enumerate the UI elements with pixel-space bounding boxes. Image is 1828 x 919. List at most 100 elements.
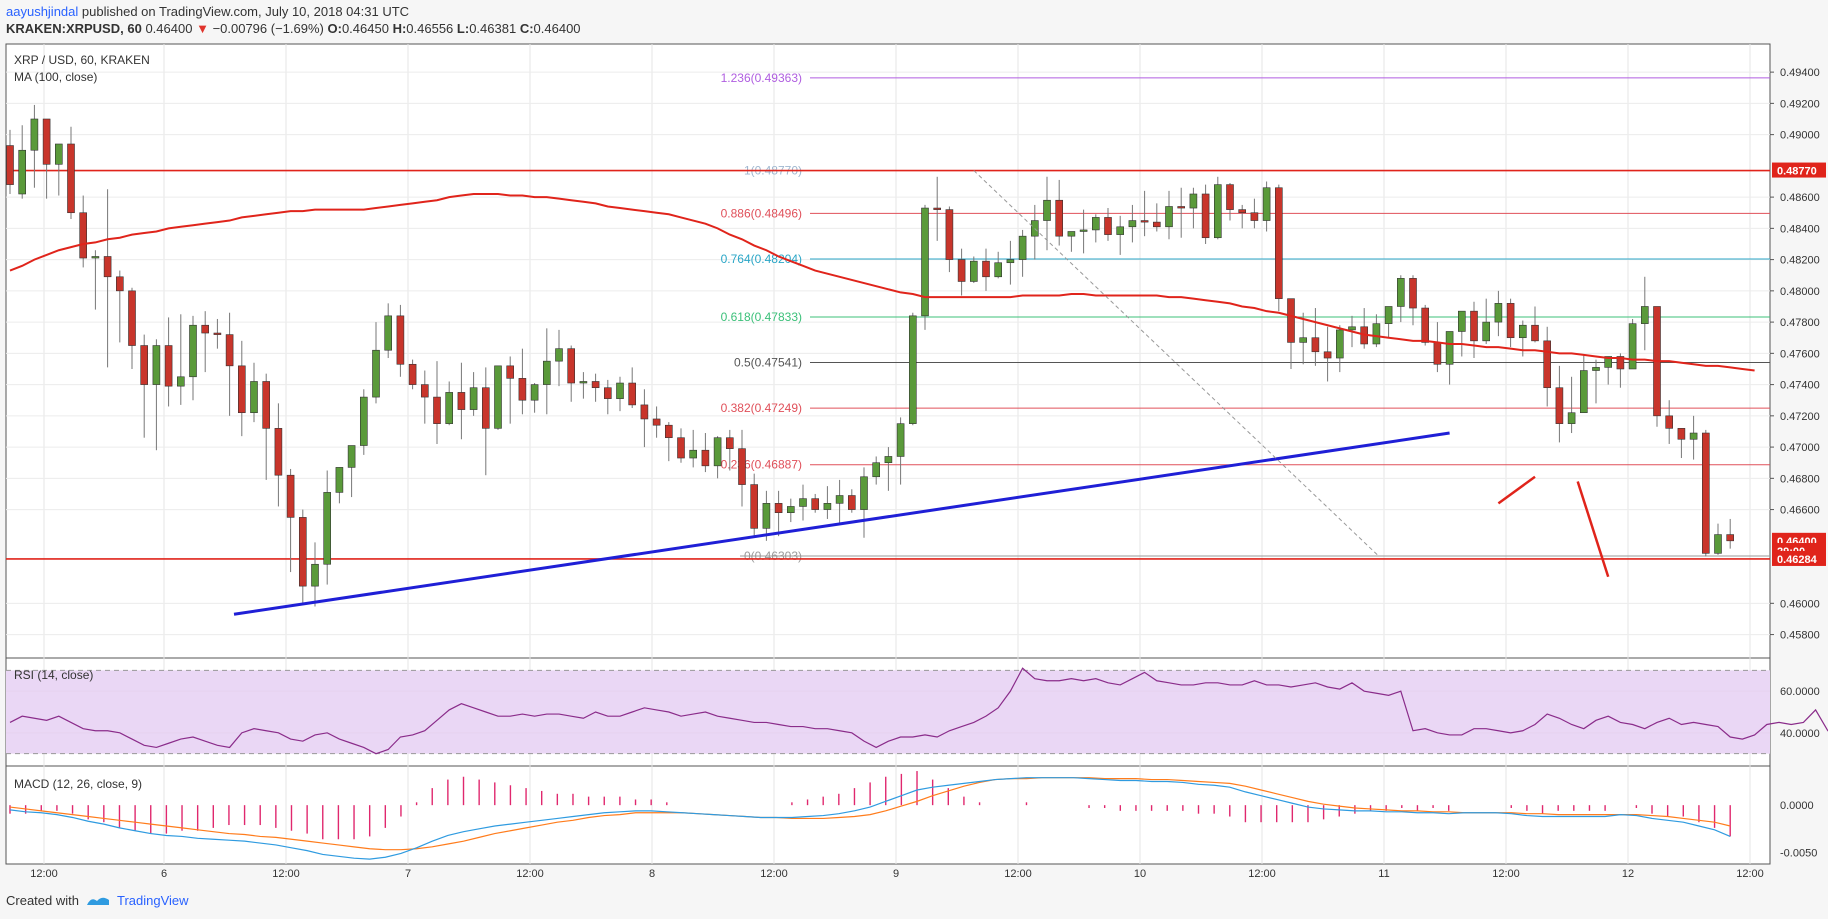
- publish-text: published on TradingView.com, July 10, 2…: [81, 4, 410, 19]
- candle-up: [1018, 235, 1027, 260]
- macd-line: [9, 777, 1731, 860]
- candle-up: [1519, 324, 1527, 339]
- chart-title: XRP / USD, 60, KRAKEN: [14, 53, 150, 67]
- candle-up: [616, 382, 624, 399]
- candle-up: [1006, 259, 1015, 264]
- tradingview-link[interactable]: TradingView: [116, 893, 189, 908]
- y-tick-label: 0.47800: [1780, 317, 1820, 329]
- rsi-pane: 60.0000 40.0000: [6, 667, 1828, 755]
- candle-down: [1543, 340, 1551, 389]
- candle-up: [1092, 217, 1100, 231]
- candle-up: [1067, 231, 1076, 237]
- candle-up: [1189, 193, 1198, 209]
- candle-up: [579, 381, 588, 384]
- candle-up: [1397, 278, 1405, 307]
- candle-down: [774, 503, 783, 514]
- candle-up: [469, 387, 478, 410]
- candle-up: [177, 376, 185, 387]
- candle-up: [872, 462, 881, 478]
- candle-up: [311, 563, 319, 587]
- candle-up: [555, 348, 563, 362]
- x-tick-label: 12:00: [516, 868, 544, 880]
- candle-down: [286, 474, 295, 518]
- candle-down: [750, 484, 759, 529]
- x-tick-label: 10: [1134, 868, 1146, 880]
- candle-down: [847, 495, 856, 510]
- last-price: 0.46400: [145, 21, 193, 36]
- candle-up: [323, 492, 332, 565]
- down-arrow-icon: ▼: [196, 21, 209, 36]
- macd-tick-label: -0.0050: [1780, 848, 1817, 860]
- x-tick-label: 12:00: [1492, 868, 1520, 880]
- publisher-link[interactable]: aayushjindal: [6, 4, 79, 19]
- candle-down: [1238, 209, 1246, 214]
- macd-legend: MACD (12, 26, close, 9): [14, 777, 142, 791]
- x-tick-label: 11: [1378, 868, 1389, 880]
- candle-down: [1055, 199, 1063, 237]
- candle-down: [262, 381, 271, 429]
- candle-up: [1336, 329, 1344, 359]
- candle-down: [957, 259, 966, 282]
- candle-up: [713, 437, 722, 467]
- candle-up: [762, 503, 771, 529]
- price-tag: [1772, 550, 1826, 566]
- candle-up: [1214, 184, 1222, 239]
- candle-down: [591, 381, 600, 389]
- fib-level-label: 0.236(0.46887): [721, 458, 802, 472]
- candle-down: [1555, 387, 1564, 424]
- candle-down: [738, 448, 746, 485]
- fib-dashed-trendline: [973, 170, 1379, 557]
- candle-down: [603, 387, 612, 399]
- candle-down: [128, 290, 136, 346]
- candle-down: [457, 392, 466, 410]
- candle-up: [1689, 432, 1698, 440]
- candle-up: [1384, 306, 1393, 324]
- candle-up: [1628, 323, 1637, 370]
- x-tick-label: 8: [649, 868, 655, 880]
- candle-down: [1726, 534, 1734, 542]
- x-tick-label: 12:00: [1004, 868, 1032, 880]
- y-tick-label: 0.49200: [1780, 98, 1820, 110]
- candle-up: [823, 503, 832, 510]
- projection-line: [1576, 481, 1610, 578]
- candle-down: [1677, 428, 1686, 440]
- candle-up: [1372, 323, 1381, 345]
- y-tick-label: 0.47200: [1780, 411, 1820, 423]
- x-tick-label: 12:00: [1248, 868, 1276, 880]
- candle-down: [1665, 415, 1673, 429]
- candle-down: [408, 363, 417, 385]
- candle-up: [1580, 370, 1588, 414]
- candle-down: [79, 212, 87, 259]
- fib-level-label: 0.5(0.47541): [734, 356, 802, 370]
- candle-up: [969, 260, 978, 282]
- candle-up: [921, 207, 929, 317]
- candle-up: [384, 315, 393, 351]
- candle-down: [982, 260, 990, 278]
- ma-100-line: [9, 192, 1755, 372]
- candle-up: [1482, 321, 1490, 342]
- fib-level-label: 0(0.46303): [744, 549, 802, 563]
- price-tag-label: 0.46284: [1777, 554, 1818, 566]
- candle-up: [1043, 199, 1051, 221]
- candle-up: [445, 392, 454, 424]
- y-tick-label: 0.47400: [1780, 380, 1820, 392]
- candle-down: [1177, 206, 1185, 209]
- macd-pane: 0.0000 -0.0050: [9, 771, 1817, 860]
- main-pane-frame: [5, 43, 1771, 659]
- fib-level-label: 0.382(0.47249): [721, 401, 802, 415]
- candle-down: [164, 345, 173, 387]
- tradingview-logo-icon: [86, 897, 109, 905]
- candle-up: [250, 381, 258, 414]
- y-tick-label: 0.49400: [1780, 67, 1820, 79]
- fib-level-label: 1.236(0.49363): [721, 71, 802, 85]
- candle-down: [933, 207, 942, 210]
- candle-down: [213, 332, 222, 335]
- candle-up: [530, 384, 539, 401]
- candle-up: [884, 456, 893, 464]
- y-tick-label: 0.48200: [1780, 255, 1820, 267]
- x-tick-label: 9: [893, 868, 899, 880]
- y-tick-label: 0.47600: [1780, 348, 1820, 360]
- footer: Created with TradingView: [6, 893, 189, 908]
- candle-down: [67, 143, 75, 214]
